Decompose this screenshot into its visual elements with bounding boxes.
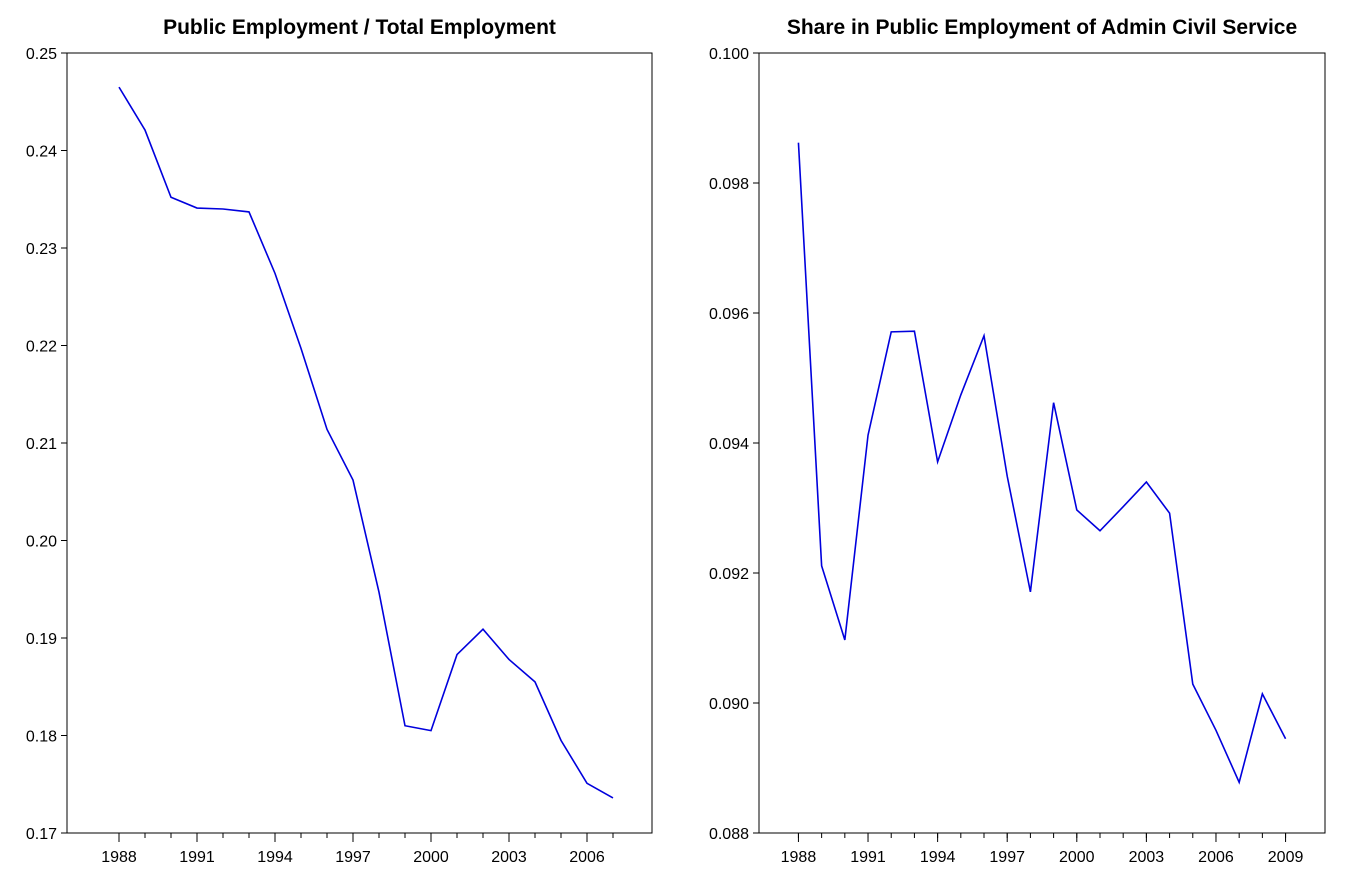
- chart-title: Public Employment / Total Employment: [163, 16, 556, 39]
- y-tick-label: 0.096: [709, 306, 749, 323]
- x-tick-label: 1988: [781, 849, 817, 866]
- y-tick-label: 0.100: [709, 46, 749, 63]
- x-tick-label: 1994: [920, 849, 956, 866]
- plot-frame: [758, 52, 1326, 834]
- x-tick-label: 2003: [1129, 849, 1165, 866]
- x-tick-label: 1991: [179, 849, 215, 866]
- y-tick-label: 0.090: [709, 696, 749, 713]
- x-tick-label: 2006: [1198, 849, 1234, 866]
- x-tick-label: 2003: [491, 849, 527, 866]
- y-tick-label: 0.18: [26, 729, 57, 746]
- x-tick-label: 1988: [101, 849, 137, 866]
- line: [118, 86, 614, 799]
- y-tick-label: 0.19: [26, 631, 57, 648]
- x-tick-label: 2000: [1059, 849, 1095, 866]
- line: [797, 142, 1287, 785]
- y-tick-label: 0.24: [26, 144, 57, 161]
- chart-title: Share in Public Employment of Admin Civi…: [787, 16, 1297, 39]
- x-tick-label: 2006: [569, 849, 605, 866]
- x-tick-label: 1994: [257, 849, 293, 866]
- y-tick-label: 0.22: [26, 339, 57, 356]
- x-tick-label: 2000: [413, 849, 449, 866]
- x-tick-label: 1997: [335, 849, 371, 866]
- y-tick-label: 0.25: [26, 46, 57, 63]
- y-tick-label: 0.20: [26, 534, 57, 551]
- x-tick-label: 1991: [850, 849, 886, 866]
- y-tick-label: 0.23: [26, 241, 57, 258]
- y-tick-label: 0.17: [26, 826, 57, 843]
- x-tick-label: 1997: [989, 849, 1025, 866]
- y-tick-label: 0.088: [709, 826, 749, 843]
- x-tick-label: 2009: [1268, 849, 1304, 866]
- y-tick-label: 0.094: [709, 436, 749, 453]
- y-tick-label: 0.092: [709, 566, 749, 583]
- plot-frame: [66, 52, 653, 834]
- y-tick-label: 0.098: [709, 176, 749, 193]
- y-tick-label: 0.21: [26, 436, 57, 453]
